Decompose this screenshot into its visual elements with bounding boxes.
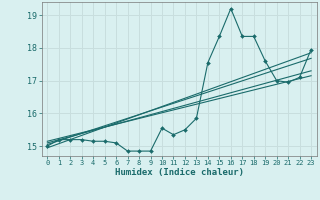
X-axis label: Humidex (Indice chaleur): Humidex (Indice chaleur) [115, 168, 244, 177]
